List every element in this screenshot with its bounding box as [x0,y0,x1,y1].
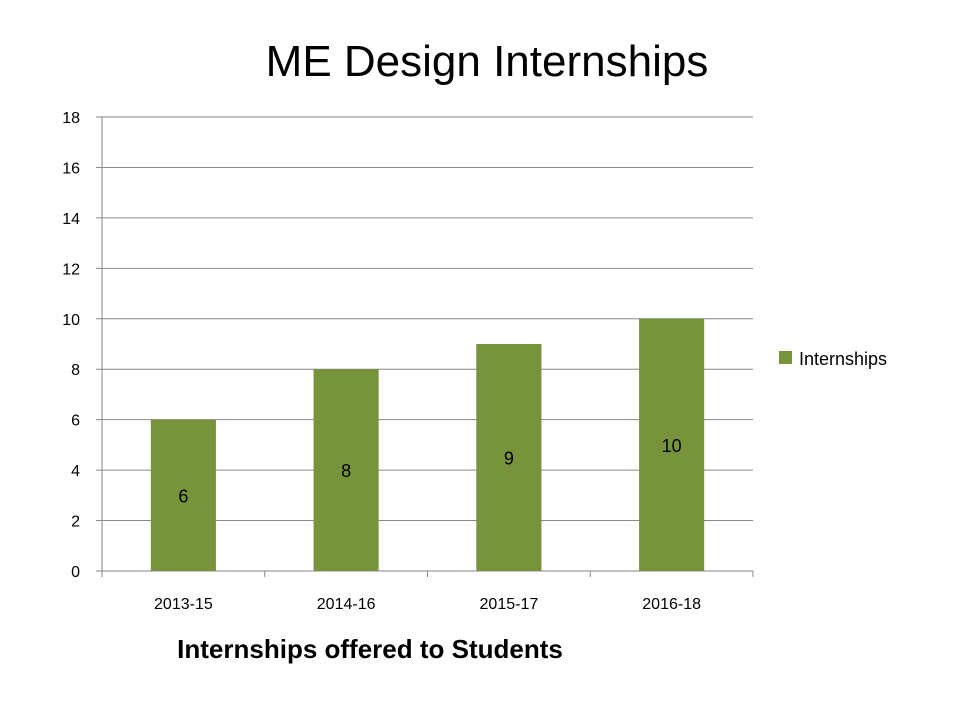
x-axis-label: Internships offered to Students [177,634,563,664]
x-tick-label: 2016-18 [642,596,701,613]
y-tick-label: 8 [71,362,80,379]
x-tick-label: 2013-15 [154,596,213,613]
legend: Internships [779,349,887,369]
y-tick-label: 16 [62,160,80,177]
x-tick-label: 2014-16 [317,596,376,613]
legend-label: Internships [799,349,887,369]
y-tick-label: 4 [71,463,80,480]
y-tick-label: 0 [71,564,80,581]
bar-data-label: 9 [504,449,514,469]
y-tick-label: 18 [62,110,80,127]
y-tick-label: 14 [62,211,80,228]
chart-title: ME Design Internships [266,37,709,86]
data-labels: 6 8 9 10 [178,436,681,506]
bar-data-label: 8 [341,461,351,481]
bar-2013-15 [150,419,216,571]
bar-2014-16 [313,369,379,571]
y-tick-label: 12 [62,261,80,278]
y-tick-label: 2 [71,514,80,531]
x-tick-label: 2015-17 [480,596,539,613]
bar-data-label: 6 [178,486,188,506]
bar-data-label: 10 [662,436,682,456]
y-tick-label: 10 [62,312,80,329]
bar-2016-18 [639,318,705,571]
legend-swatch [779,351,792,364]
bar-2015-17 [476,344,542,571]
y-tick-label: 6 [71,413,80,430]
bars [150,318,705,571]
